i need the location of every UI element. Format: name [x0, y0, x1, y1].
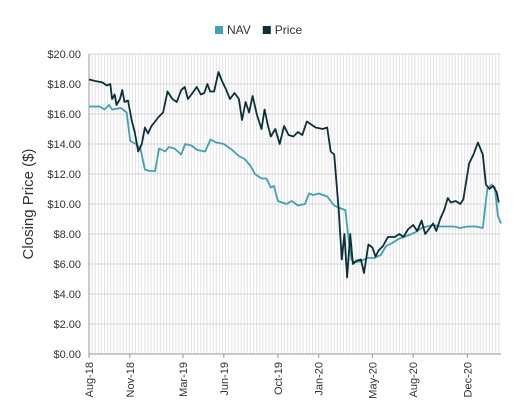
y-axis-title: Closing Price ($) — [20, 149, 37, 260]
y-tick-label: $2.00 — [53, 319, 81, 331]
x-tick-label: Mar-19 — [178, 362, 190, 397]
legend-swatch-price — [262, 26, 271, 34]
x-tick-label: Aug-20 — [408, 362, 420, 397]
grid — [88, 53, 501, 355]
legend: NAV Price — [215, 23, 302, 37]
y-tick-label: $12.00 — [47, 169, 81, 181]
axes: $0.00 $2.00 $4.00 $6.00 $8.00 $10.00 $12.00 $14… — [47, 49, 501, 399]
x-tick-label: Dec-20 — [462, 362, 474, 397]
y-tick-label: $14.00 — [47, 139, 81, 151]
series-lines — [88, 71, 502, 279]
legend-swatch-nav — [215, 26, 223, 34]
y-tick-label: $18.00 — [47, 79, 81, 91]
x-tick-label: Jan-20 — [314, 362, 326, 396]
y-tick-label: $10.00 — [47, 199, 81, 211]
y-tick-label: $6.00 — [53, 259, 81, 271]
legend-label-price: Price — [275, 23, 303, 37]
y-tick-label: $16.00 — [47, 109, 81, 121]
x-tick-label: May-20 — [367, 362, 379, 399]
series-line-price — [88, 71, 500, 279]
y-tick-label: $4.00 — [53, 289, 81, 301]
legend-label-nav: NAV — [227, 23, 251, 37]
y-tick-label: $0.00 — [53, 349, 81, 361]
y-tick-label: $8.00 — [53, 229, 81, 241]
x-tick-label: Aug-18 — [84, 362, 96, 397]
y-tick-label: $20.00 — [47, 49, 81, 61]
x-tick-label: Jun-19 — [219, 362, 231, 396]
x-tick-label: Nov-18 — [125, 362, 137, 397]
x-tick-label: Oct-19 — [273, 362, 285, 395]
